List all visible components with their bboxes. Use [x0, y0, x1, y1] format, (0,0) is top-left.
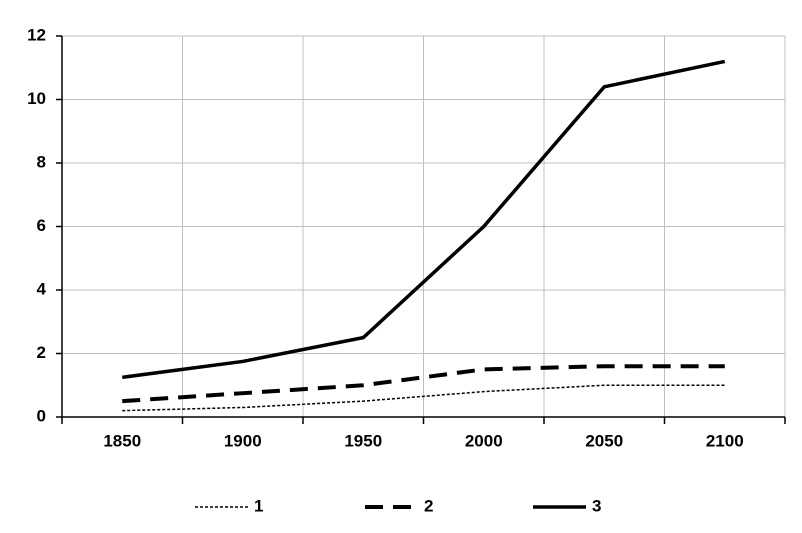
y-tick-label: 10 — [27, 89, 46, 108]
legend-label: 2 — [424, 496, 433, 515]
y-tick-label: 6 — [37, 216, 46, 235]
series-line — [122, 384, 725, 412]
x-tick-label: 2000 — [465, 431, 503, 450]
series-line — [122, 59, 726, 380]
y-tick-label: 2 — [37, 343, 46, 362]
y-tick-label: 4 — [37, 279, 47, 298]
x-tick-label: 1900 — [224, 431, 262, 450]
y-tick-label: 0 — [37, 406, 46, 425]
x-tick-label: 1850 — [103, 431, 141, 450]
legend-label: 3 — [592, 496, 601, 515]
y-tick-label: 12 — [27, 25, 46, 44]
x-tick-label: 2100 — [706, 431, 744, 450]
series-line — [122, 364, 725, 404]
legend-label: 1 — [254, 496, 263, 515]
y-tick-label: 8 — [37, 152, 46, 171]
x-tick-label: 2050 — [585, 431, 623, 450]
x-tick-label: 1950 — [344, 431, 382, 450]
